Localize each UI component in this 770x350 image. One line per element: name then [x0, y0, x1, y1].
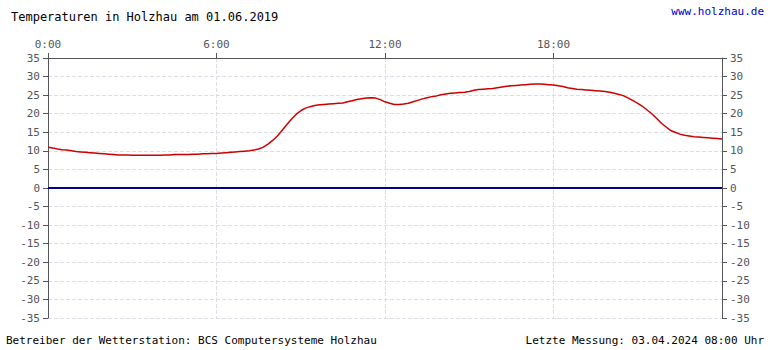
svg-text:35: 35 [27, 52, 40, 65]
svg-text:Letzte Messung: 03.04.2024 08:: Letzte Messung: 03.04.2024 08:00 Uhr [526, 334, 765, 347]
svg-text:5: 5 [730, 163, 737, 176]
svg-text:10: 10 [730, 144, 743, 157]
svg-text:Betreiber der Wetterstation: B: Betreiber der Wetterstation: BCS Compute… [6, 334, 377, 347]
svg-text:-30: -30 [730, 293, 750, 306]
svg-text:15: 15 [730, 126, 743, 139]
svg-text:0: 0 [33, 182, 40, 195]
svg-text:15: 15 [27, 126, 40, 139]
svg-text:-15: -15 [730, 237, 750, 250]
svg-text:-5: -5 [730, 200, 743, 213]
svg-text:6:00: 6:00 [203, 38, 230, 51]
svg-text:-10: -10 [730, 219, 750, 232]
svg-text:-35: -35 [20, 312, 40, 325]
svg-text:35: 35 [730, 52, 743, 65]
svg-text:-20: -20 [20, 256, 40, 269]
svg-text:5: 5 [33, 163, 40, 176]
svg-text:20: 20 [27, 107, 40, 120]
svg-text:-35: -35 [730, 312, 750, 325]
svg-text:-5: -5 [27, 200, 40, 213]
svg-text:30: 30 [730, 70, 743, 83]
svg-text:0:00: 0:00 [35, 38, 62, 51]
svg-text:-25: -25 [730, 274, 750, 287]
svg-text:18:00: 18:00 [537, 38, 570, 51]
svg-text:-30: -30 [20, 293, 40, 306]
svg-text:Temperaturen in Holzhau am 01.: Temperaturen in Holzhau am 01.06.2019 [11, 10, 278, 24]
svg-text:-20: -20 [730, 256, 750, 269]
svg-text:10: 10 [27, 144, 40, 157]
svg-text:-15: -15 [20, 237, 40, 250]
svg-text:25: 25 [730, 89, 743, 102]
svg-text:25: 25 [27, 89, 40, 102]
svg-text:-10: -10 [20, 219, 40, 232]
svg-text:20: 20 [730, 107, 743, 120]
svg-text:-25: -25 [20, 274, 40, 287]
svg-text:www.holzhau.de: www.holzhau.de [671, 5, 764, 18]
svg-text:30: 30 [27, 70, 40, 83]
svg-text:0: 0 [730, 182, 737, 195]
svg-text:12:00: 12:00 [368, 38, 401, 51]
